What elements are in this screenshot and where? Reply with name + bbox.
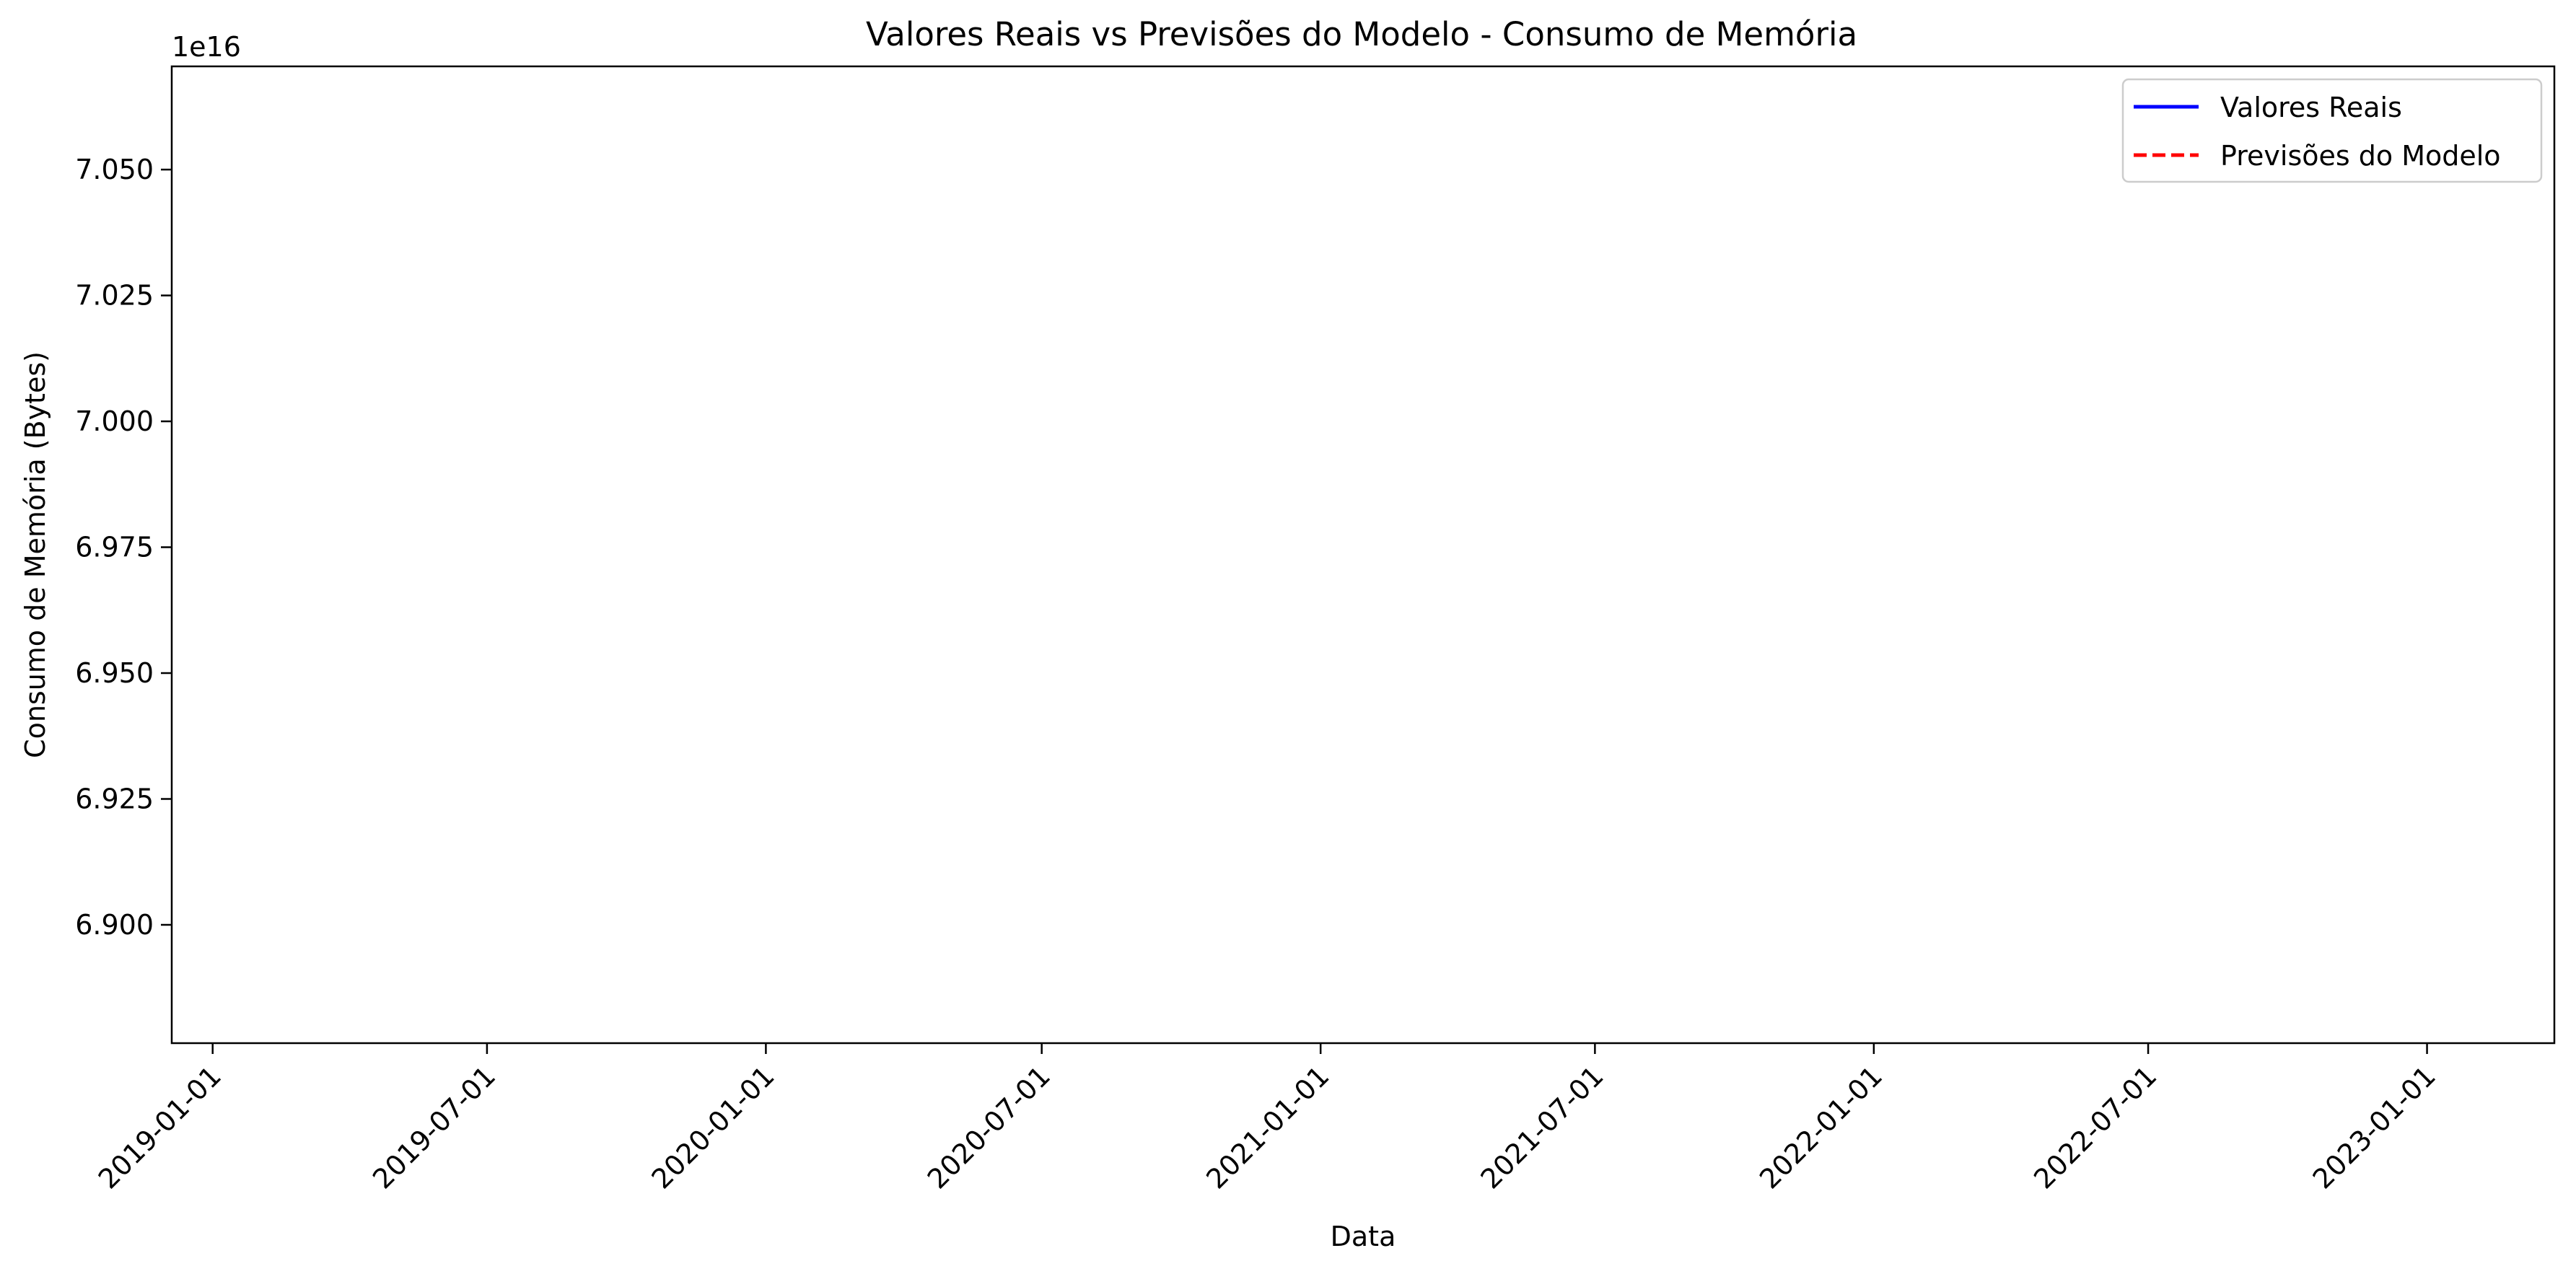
y-axis: 6.900 6.925 6.950 6.975 7.000 7.025 7.050 — [75, 154, 172, 941]
x-axis-label: Data — [1331, 1221, 1396, 1252]
y-offset-text: 1e16 — [172, 31, 241, 63]
plot-area — [172, 66, 2554, 1043]
legend-label-previsoes-do-modelo: Previsões do Modelo — [2220, 140, 2501, 172]
y-tick-label: 7.000 — [75, 405, 154, 437]
legend-label-valores-reais: Valores Reais — [2220, 92, 2402, 123]
y-tick-label: 6.950 — [75, 657, 154, 689]
y-tick-label: 7.025 — [75, 280, 154, 312]
y-tick-label: 7.050 — [75, 154, 154, 185]
plot-frame — [170, 65, 2556, 1045]
legend-box — [2121, 78, 2543, 183]
y-axis-label: Consumo de Memória (Bytes) — [19, 351, 51, 758]
legend: Valores Reais Previsões do Modelo — [2121, 78, 2543, 183]
y-tick-label: 6.975 — [75, 532, 154, 563]
chart-title: Valores Reais vs Previsões do Modelo - C… — [866, 15, 1857, 53]
y-tick-label: 6.925 — [75, 783, 154, 815]
y-tick-label: 6.900 — [75, 909, 154, 941]
